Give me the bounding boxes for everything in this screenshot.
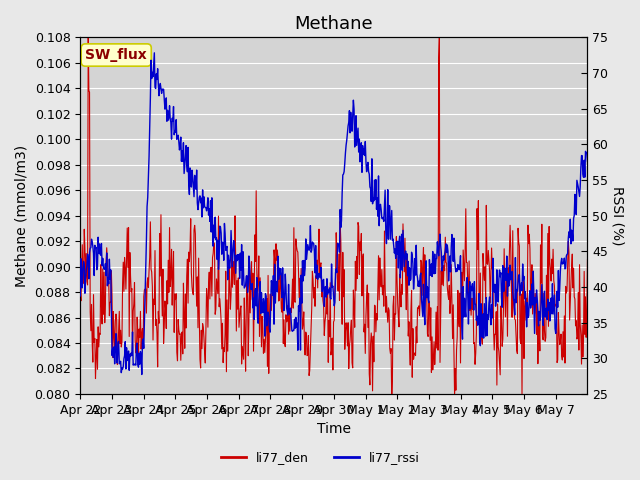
- Legend: li77_den, li77_rssi: li77_den, li77_rssi: [216, 446, 424, 469]
- Text: SW_flux: SW_flux: [85, 48, 147, 62]
- Title: Methane: Methane: [294, 15, 373, 33]
- Y-axis label: Methane (mmol/m3): Methane (mmol/m3): [15, 144, 29, 287]
- X-axis label: Time: Time: [317, 422, 351, 436]
- Y-axis label: RSSI (%): RSSI (%): [611, 186, 625, 245]
